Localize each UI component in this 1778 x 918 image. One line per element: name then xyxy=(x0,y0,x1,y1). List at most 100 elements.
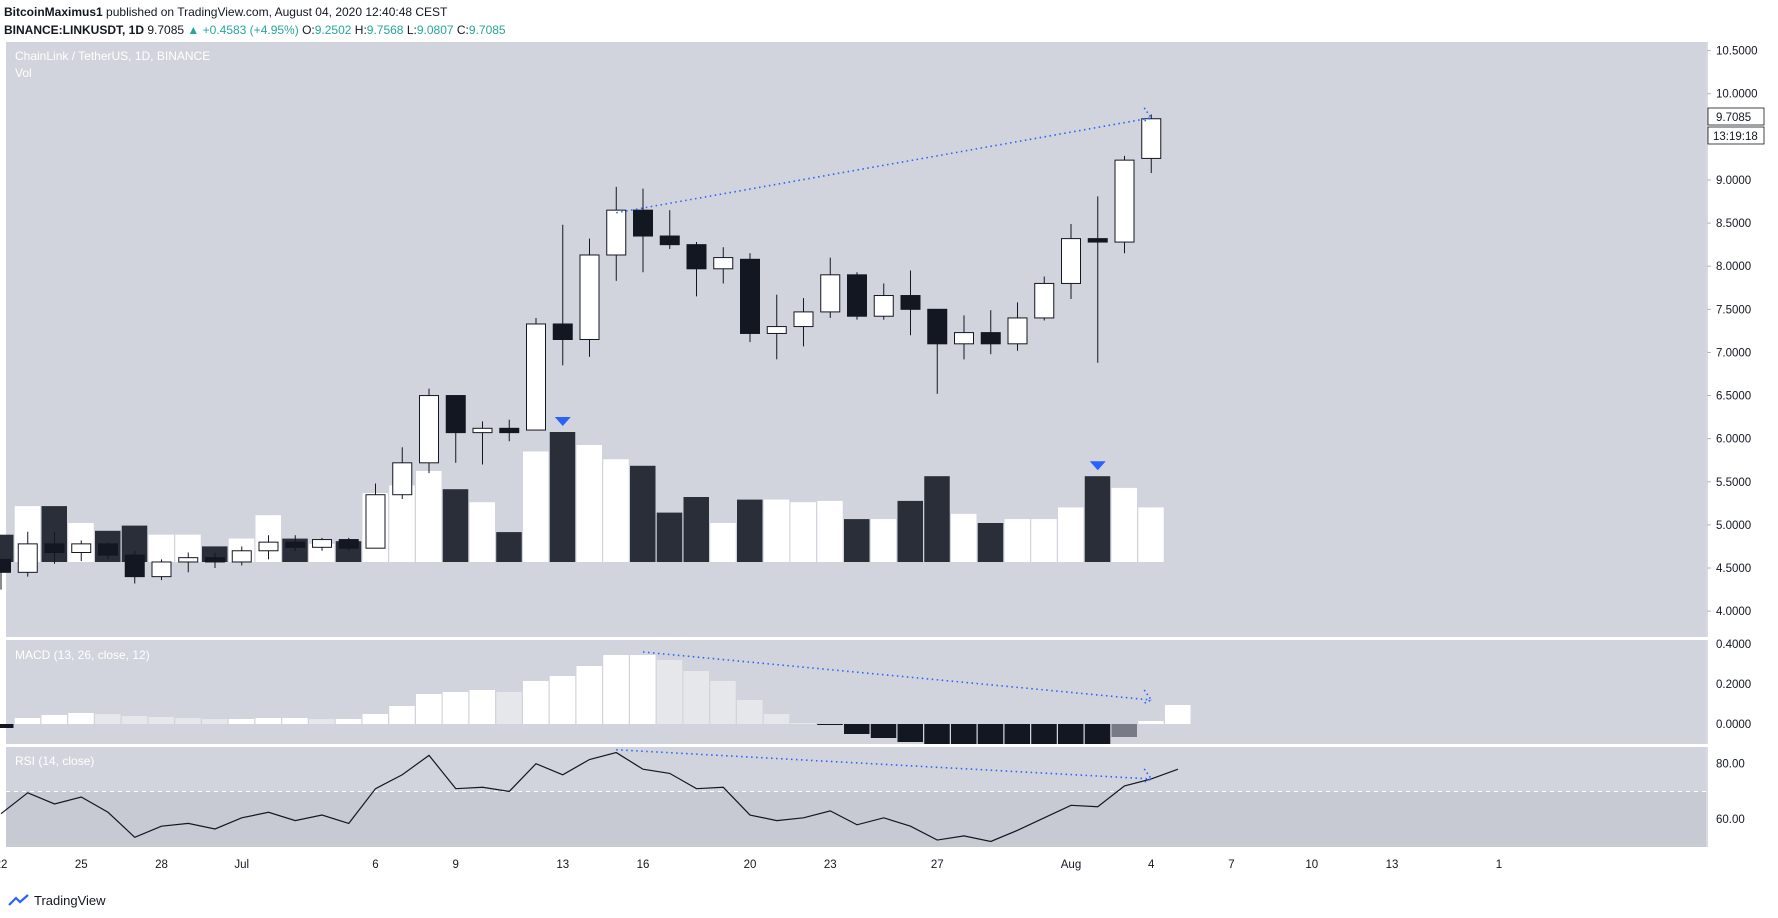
time-tick-label: 22 xyxy=(0,859,7,871)
candle-body[interactable] xyxy=(954,332,974,345)
volume-bar xyxy=(416,471,442,562)
macd-histogram-bar xyxy=(1165,705,1191,724)
macd-histogram-bar xyxy=(1111,724,1137,737)
volume-bar xyxy=(603,459,629,562)
macd-histogram-bar xyxy=(977,724,1004,744)
time-tick-label: 13 xyxy=(556,859,569,871)
candle-body[interactable] xyxy=(312,539,332,548)
macd-histogram-bar xyxy=(763,714,790,724)
volume-bar xyxy=(844,519,870,562)
macd-histogram-bar xyxy=(1084,724,1111,744)
macd-histogram-bar xyxy=(255,718,281,724)
candle-body[interactable] xyxy=(151,561,172,578)
price-tick-label: 10.5000 xyxy=(1716,46,1758,58)
macd-histogram-bar xyxy=(148,717,174,724)
candle-body[interactable] xyxy=(1007,317,1028,345)
publish-line: BitcoinMaximus1 published on TradingView… xyxy=(4,5,447,19)
candle-body[interactable] xyxy=(231,550,252,563)
candle-body[interactable] xyxy=(178,557,199,563)
candle-body[interactable] xyxy=(606,209,627,256)
author-name[interactable]: BitcoinMaximus1 xyxy=(4,5,103,19)
time-tick-label: 16 xyxy=(637,859,650,871)
price-trendline[interactable] xyxy=(616,117,1152,214)
macd-histogram-bar xyxy=(897,724,923,742)
rsi-band xyxy=(6,791,1706,847)
macd-label: MACD (13, 26, close, 12) xyxy=(15,648,150,662)
macd-histogram-bar xyxy=(14,718,41,724)
change-value: +0.4583 (+4.95%) xyxy=(202,23,299,37)
time-tick-label: 9 xyxy=(453,859,459,871)
candle-body[interactable] xyxy=(793,311,814,328)
brand-footer[interactable]: TradingView xyxy=(8,893,106,908)
candle-body[interactable] xyxy=(205,557,225,563)
price-tick-label: 6.0000 xyxy=(1716,434,1751,446)
candle-body[interactable] xyxy=(44,543,65,553)
price-axis[interactable] xyxy=(1707,42,1778,847)
candle-body[interactable] xyxy=(900,295,921,310)
candle-body[interactable] xyxy=(71,543,92,553)
candle-body[interactable] xyxy=(552,323,573,341)
candle-body[interactable] xyxy=(472,427,493,434)
candle-body[interactable] xyxy=(927,308,948,345)
candle-body[interactable] xyxy=(17,543,38,573)
candle-body[interactable] xyxy=(526,323,546,431)
volume-bar xyxy=(1058,507,1084,562)
volume-bar xyxy=(576,445,602,562)
candle-body[interactable] xyxy=(579,254,600,340)
candle-body[interactable] xyxy=(659,235,680,246)
time-tick-label: 27 xyxy=(931,859,944,871)
volume-bar xyxy=(951,513,977,562)
macd-histogram-bar xyxy=(1004,724,1030,744)
candle-body[interactable] xyxy=(633,209,653,237)
chart-canvas[interactable]: 0.4000 0.2000 0.0000 80.00 60.00 10.5000 10.… xyxy=(0,42,1778,880)
candle-body[interactable] xyxy=(1034,282,1055,319)
candle-body[interactable] xyxy=(365,494,386,549)
candle-body[interactable] xyxy=(847,274,867,317)
volume-bar xyxy=(656,512,683,562)
macd-histogram-bar xyxy=(737,700,763,724)
candle-body[interactable] xyxy=(445,395,466,434)
time-tick-label: 4 xyxy=(1148,859,1155,871)
price-badge-text: 9.7085 xyxy=(1716,112,1751,124)
candle-body[interactable] xyxy=(713,257,734,270)
price-tick-label: 8.5000 xyxy=(1716,218,1751,230)
volume-bar xyxy=(442,489,469,562)
candle-body[interactable] xyxy=(740,258,760,334)
candle-body[interactable] xyxy=(0,558,11,573)
price-tick-label: 5.0000 xyxy=(1716,520,1751,532)
candle-body[interactable] xyxy=(285,541,306,548)
low-value: 9.0807 xyxy=(416,23,454,37)
candle-body[interactable] xyxy=(686,244,707,270)
candle-body[interactable] xyxy=(258,541,279,552)
candle-body[interactable] xyxy=(1087,238,1108,243)
candle-body[interactable] xyxy=(766,326,787,334)
candle-body[interactable] xyxy=(419,395,439,464)
macd-histogram-bar xyxy=(790,723,816,724)
candle-body[interactable] xyxy=(980,332,1001,345)
last-price: 9.7085 xyxy=(147,23,185,37)
candle-body[interactable] xyxy=(338,539,359,549)
candle-body[interactable] xyxy=(1114,159,1135,243)
candle-body[interactable] xyxy=(392,462,413,496)
candle-body[interactable] xyxy=(873,295,894,317)
candle-body[interactable] xyxy=(98,543,118,556)
macd-tick-label: 0.4000 xyxy=(1716,639,1751,651)
volume-bar xyxy=(977,523,1004,562)
macd-histogram-bar xyxy=(683,671,709,724)
candle-body[interactable] xyxy=(124,554,145,578)
candle-body[interactable] xyxy=(499,427,520,434)
macd-trendline[interactable] xyxy=(642,651,1152,701)
price-badge xyxy=(1707,107,1765,126)
candle-body[interactable] xyxy=(1061,238,1081,284)
volume-bar xyxy=(924,476,950,562)
macd-histogram-bar xyxy=(416,694,442,724)
publish-info: published on TradingView.com, August 04,… xyxy=(106,5,448,19)
macd-histogram-bar xyxy=(41,715,67,724)
macd-histogram-bar xyxy=(309,719,335,724)
ohlc-line: BINANCE:LINKUSDT, 1D 9.7085 ▲ +0.4583 (+… xyxy=(4,23,506,37)
rsi-trendline[interactable] xyxy=(616,748,1152,780)
candle-body[interactable] xyxy=(1141,118,1162,159)
candle-body[interactable] xyxy=(820,274,841,313)
price-tick-label: 10.0000 xyxy=(1716,89,1758,101)
time-axis[interactable] xyxy=(6,848,1706,872)
